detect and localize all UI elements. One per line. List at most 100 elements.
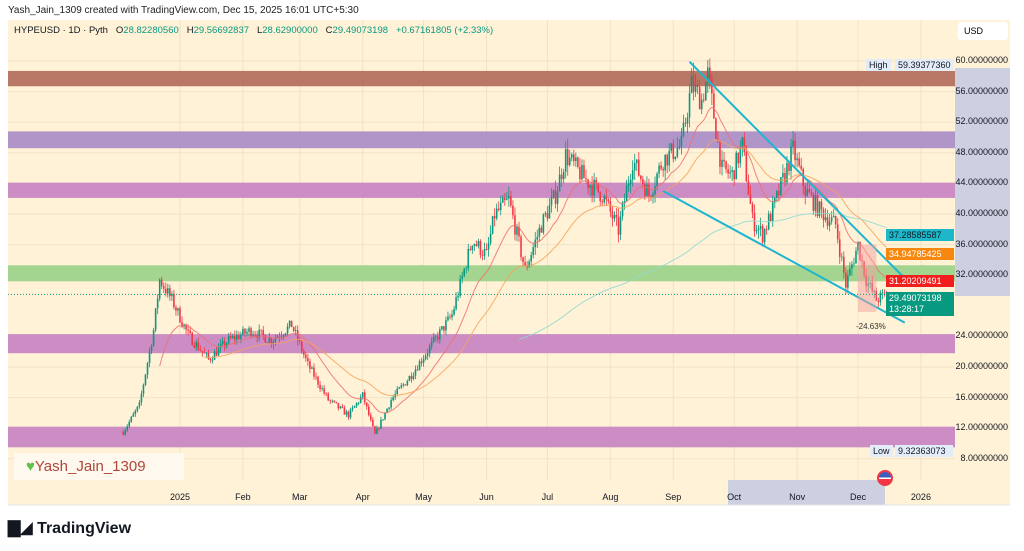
candle-body	[548, 205, 551, 219]
candle-body	[331, 400, 334, 402]
candle-body	[514, 215, 516, 235]
candle-body	[229, 336, 232, 339]
candle-body	[536, 236, 539, 240]
price-tick-label: 16.00000000	[955, 391, 1008, 402]
candle-body	[573, 154, 575, 162]
candle-body	[751, 203, 754, 213]
candle-body	[437, 336, 439, 340]
candle-body	[518, 226, 520, 237]
currency-button[interactable]: USD	[958, 22, 1008, 40]
candle-body	[769, 213, 772, 222]
time-tick-label: May	[415, 492, 433, 502]
candle-body	[532, 247, 535, 256]
candle-body	[782, 173, 784, 178]
candle-body	[599, 191, 602, 202]
candle-body	[343, 407, 346, 415]
candle-body	[467, 249, 470, 269]
candle-body	[520, 236, 522, 258]
candle-body	[268, 338, 271, 343]
candle-body	[225, 343, 228, 347]
candle-body	[266, 342, 269, 344]
candle-body	[581, 165, 583, 180]
candle-body	[735, 152, 738, 180]
candle-body	[434, 336, 437, 338]
candle-body	[156, 298, 159, 309]
close-label: C	[325, 25, 333, 36]
candle-body	[315, 376, 317, 378]
candle-body	[731, 170, 733, 172]
candle-body	[834, 215, 837, 225]
us-flag-icon[interactable]	[877, 470, 893, 486]
time-range-highlight	[728, 480, 885, 505]
candle-body	[134, 410, 137, 414]
candle-body	[491, 216, 494, 234]
candle-body	[670, 143, 673, 151]
logo-text: TradingView	[37, 520, 132, 537]
candle-body	[719, 140, 721, 167]
candle-body	[501, 197, 504, 203]
price-range-measurement	[858, 244, 877, 312]
time-tick-label: Jul	[541, 492, 554, 502]
candle-body	[516, 226, 518, 235]
candle-body	[587, 179, 589, 189]
candle-body	[715, 118, 717, 139]
candle-body	[191, 332, 193, 346]
candle-body	[851, 264, 853, 269]
candle-body	[171, 293, 173, 297]
price-tick-label: 8.00000000	[960, 452, 1008, 463]
candle-body	[652, 193, 654, 198]
symbol-label[interactable]: HYPEUSD · 1D · Pyth	[14, 25, 108, 36]
candle-body	[367, 406, 370, 416]
candle-body	[585, 178, 587, 180]
candle-body	[177, 308, 179, 311]
candle-body	[504, 197, 506, 200]
candle-body	[579, 166, 581, 180]
low-label: L	[256, 25, 263, 36]
candle-body	[292, 327, 295, 331]
candle-body	[808, 189, 811, 193]
candle-body	[432, 336, 435, 342]
candle-body	[843, 256, 845, 273]
candle-body	[650, 195, 652, 198]
candle-body	[745, 152, 748, 182]
candle-body	[384, 412, 386, 420]
candle-body	[737, 152, 740, 164]
candle-body	[303, 351, 305, 355]
candle-body	[816, 195, 819, 217]
candle-body	[457, 295, 459, 298]
candle-body	[688, 93, 691, 118]
change-value: +0.67161805 (+2.33%)	[395, 25, 494, 36]
candle-body	[644, 184, 646, 196]
ma-red-price-tag: 31.20209491	[886, 275, 954, 287]
tradingview-logo[interactable]: ▇◢ TradingView	[8, 518, 131, 538]
candle-body	[530, 255, 532, 262]
horizontal-zone	[8, 131, 955, 149]
candle-body	[680, 135, 683, 147]
candle-body	[453, 308, 455, 315]
candle-body	[493, 216, 496, 219]
candle-body	[262, 330, 265, 336]
candle-body	[240, 334, 242, 340]
candle-body	[126, 426, 129, 431]
candle-body	[481, 254, 484, 256]
candle-body	[540, 227, 543, 233]
candle-body	[812, 194, 815, 211]
candle-body	[629, 179, 632, 184]
candle-body	[430, 341, 433, 346]
candle-body	[254, 334, 256, 336]
candle-body	[822, 209, 825, 221]
candle-body	[707, 67, 709, 83]
candle-body	[284, 333, 287, 336]
time-tick-label: 2026	[910, 492, 931, 502]
candle-body	[288, 320, 291, 327]
candle-body	[398, 387, 401, 389]
candle-body	[804, 186, 807, 196]
candle-body	[428, 345, 431, 354]
candle-body	[794, 140, 796, 161]
candle-body	[213, 351, 216, 360]
candle-body	[506, 198, 508, 200]
candle-body	[739, 147, 742, 164]
candle-body	[441, 326, 443, 330]
